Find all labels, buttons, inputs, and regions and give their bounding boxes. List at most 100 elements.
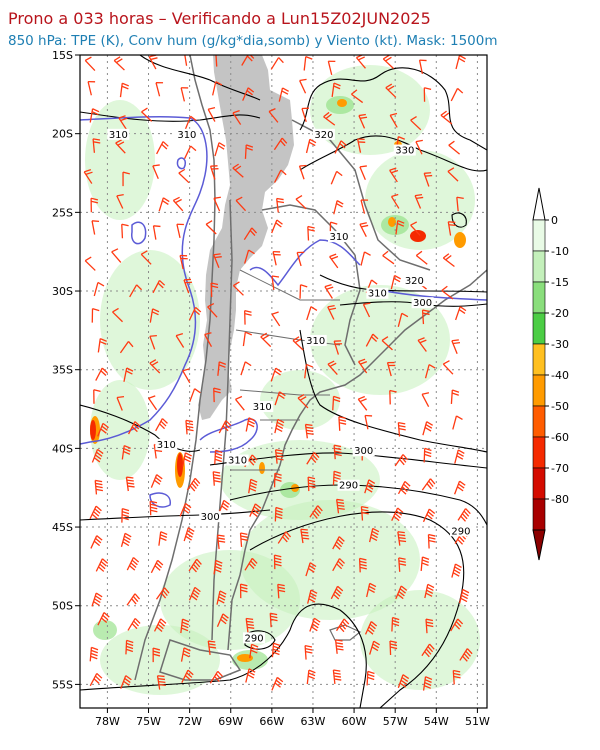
wind-barb	[95, 558, 109, 572]
wind-barb	[121, 508, 130, 523]
wind-barb	[366, 582, 377, 598]
wind-barb	[186, 477, 201, 492]
wind-barb	[83, 169, 93, 184]
wind-barb	[459, 648, 473, 662]
wind-barb	[362, 302, 371, 318]
wind-barb	[260, 332, 272, 348]
wind-barb	[183, 145, 197, 159]
wind-barb	[417, 337, 427, 352]
wind-barb	[91, 220, 100, 235]
tpe-contour	[209, 452, 487, 469]
convergence-patch	[160, 550, 300, 650]
lon-tick-label: 69W	[218, 715, 243, 728]
wind-barb	[141, 107, 153, 122]
colorbar: 0 -10 -15 -20 -30 -40 -50 -60 -70 -80	[532, 187, 569, 561]
tpe-contour	[229, 484, 487, 526]
wind-barb	[424, 583, 435, 599]
wind-barb	[454, 306, 467, 321]
lon-tick-label: 57W	[383, 715, 408, 728]
colorbar-swatch	[532, 436, 546, 469]
lon-tick-label: 72W	[177, 715, 202, 728]
wind-barb	[422, 676, 433, 691]
wind-barb	[183, 527, 195, 542]
contour-label-bg	[155, 438, 178, 450]
wind-barb	[115, 139, 126, 154]
contour-label-bg	[352, 445, 375, 457]
colorbar-label: -70	[551, 462, 569, 475]
wind-barb	[421, 643, 435, 658]
wind-barb	[113, 56, 125, 71]
wind-barb	[307, 225, 315, 241]
wind-barb	[216, 534, 226, 550]
colorbar-label: -40	[551, 369, 569, 382]
lat-tick-label: 55S	[52, 678, 73, 691]
tpe-contour	[299, 329, 487, 453]
wind-barb	[239, 532, 248, 548]
colorbar-swatch	[532, 250, 546, 283]
tpe-contour	[249, 511, 465, 708]
wind-barb	[332, 536, 345, 550]
wind-barb	[306, 669, 316, 685]
wind-barb	[152, 279, 166, 294]
wind-barb	[421, 392, 430, 407]
tpe-310-contour	[131, 221, 147, 245]
wind-barb	[397, 480, 411, 495]
wind-barb	[389, 640, 398, 656]
convergence-patch	[100, 625, 220, 695]
wind-barb	[218, 420, 232, 434]
wind-barb	[335, 498, 345, 514]
wind-barb	[185, 419, 194, 435]
wind-barb	[95, 367, 108, 381]
wind-barb	[189, 388, 201, 403]
wind-barb	[274, 506, 283, 522]
wind-barb	[359, 165, 367, 181]
wind-barb	[209, 165, 219, 180]
wind-barb	[455, 55, 466, 70]
tpe-310-contour	[249, 239, 361, 287]
wind-barb	[182, 452, 192, 467]
wind-barb	[152, 225, 161, 240]
wind-barb	[244, 249, 255, 264]
wind-barb	[153, 618, 167, 632]
contour-label-bg	[403, 275, 426, 287]
wind-barb	[210, 282, 219, 297]
contour-label-bg	[107, 128, 130, 140]
wind-barb	[424, 364, 436, 379]
convergence-patch	[360, 590, 480, 690]
wind-barb	[442, 253, 455, 268]
wind-barb	[330, 585, 344, 600]
colorbar-label: -20	[551, 307, 569, 320]
wind-barb	[127, 617, 141, 631]
lat-tick-label: 35S	[52, 364, 73, 377]
wind-barb	[204, 332, 213, 347]
chart-title: Prono a 033 horas – Verificando a Lun15Z…	[8, 9, 431, 28]
wind-barb	[334, 140, 347, 154]
wind-barb	[207, 303, 218, 318]
wind-barb	[269, 612, 278, 628]
convergence-patch	[337, 99, 347, 107]
wind-barb	[149, 308, 160, 323]
contour-label-bg	[175, 128, 198, 140]
wind-barb	[123, 367, 134, 382]
tpe-contour	[299, 135, 487, 172]
wind-barb	[155, 587, 170, 600]
wind-barb	[90, 197, 99, 213]
wind-barb	[242, 87, 255, 101]
wind-barb	[213, 387, 221, 403]
wind-barb	[441, 285, 454, 300]
wind-barb	[94, 479, 104, 495]
convergence-patch	[100, 250, 200, 390]
convergence-patch	[177, 453, 183, 477]
wind-barb	[369, 640, 380, 655]
contour-label-bg	[226, 454, 249, 466]
wind-barb	[334, 639, 344, 654]
contour-label-bg	[366, 287, 389, 299]
wind-barb	[119, 82, 129, 98]
wind-barb	[90, 535, 103, 549]
wind-barb	[300, 528, 310, 544]
wind-barb	[183, 278, 193, 294]
wind-barb	[244, 309, 252, 325]
wind-barb	[368, 527, 380, 543]
wind-barb	[397, 312, 409, 328]
contour-labels: 310 310 320 330 310 320 310 300 310 310 310 310 300 2…	[107, 128, 472, 644]
